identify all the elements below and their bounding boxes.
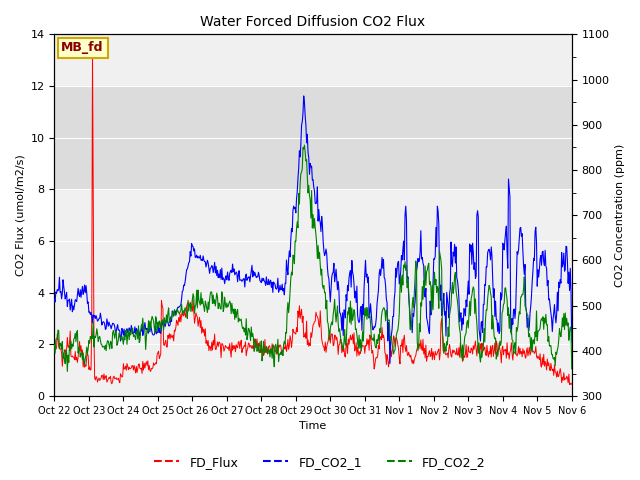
Legend: FD_Flux, FD_CO2_1, FD_CO2_2: FD_Flux, FD_CO2_1, FD_CO2_2 xyxy=(149,451,491,474)
X-axis label: Time: Time xyxy=(300,421,326,432)
Title: Water Forced Diffusion CO2 Flux: Water Forced Diffusion CO2 Flux xyxy=(200,15,426,29)
Y-axis label: CO2 Flux (umol/m2/s): CO2 Flux (umol/m2/s) xyxy=(15,155,25,276)
Bar xyxy=(54,86,572,190)
Text: MB_fd: MB_fd xyxy=(61,41,104,54)
Y-axis label: CO2 Concentration (ppm): CO2 Concentration (ppm) xyxy=(615,144,625,287)
